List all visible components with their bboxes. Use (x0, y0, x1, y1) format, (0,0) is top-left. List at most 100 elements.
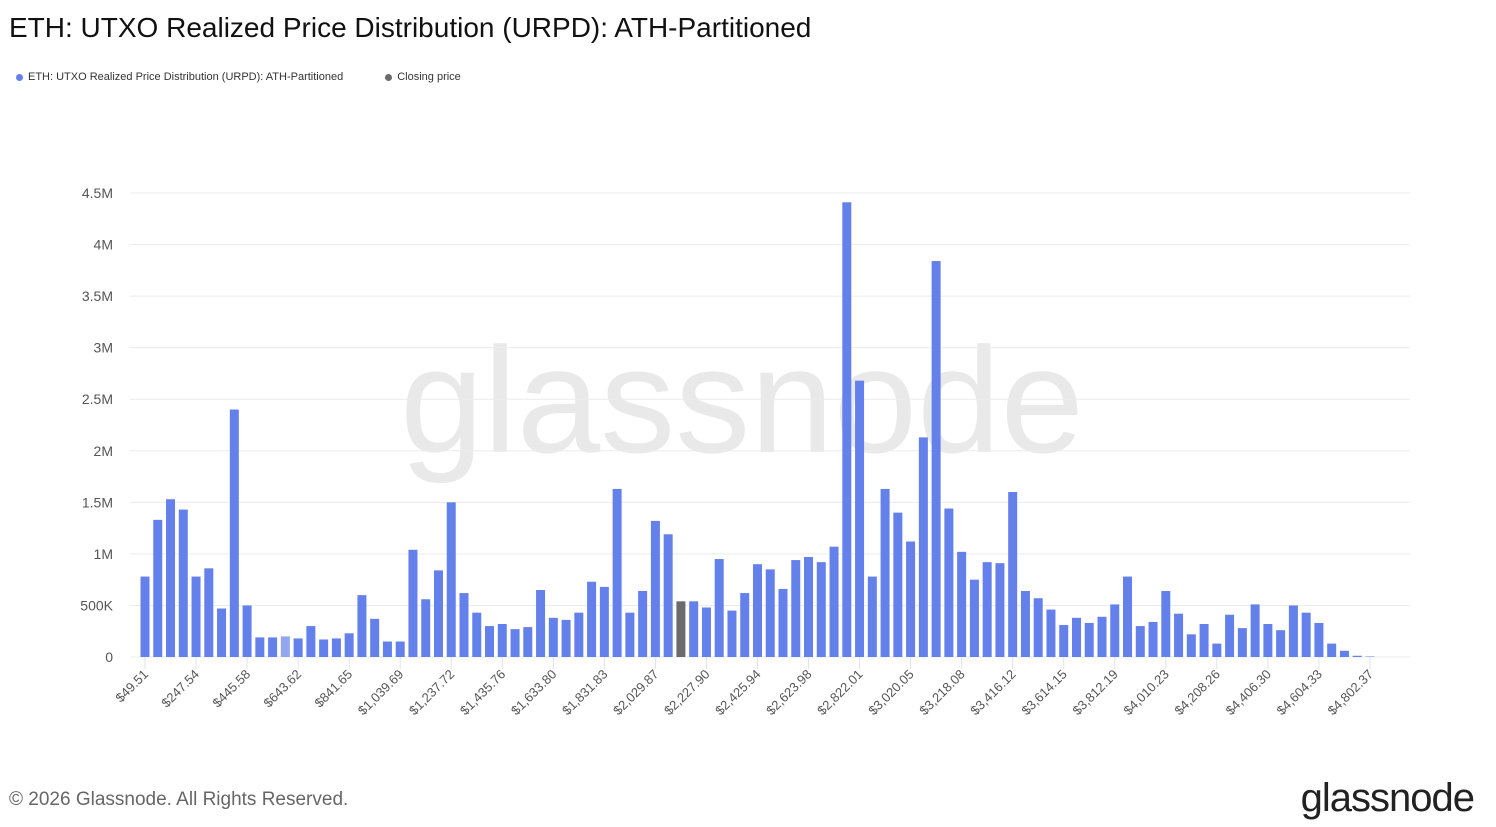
bar[interactable] (804, 556, 814, 657)
bar[interactable] (778, 588, 788, 657)
bar[interactable] (625, 612, 635, 657)
bar[interactable] (1186, 634, 1196, 657)
bar[interactable] (268, 637, 278, 657)
bar[interactable] (1339, 650, 1349, 657)
bar[interactable] (1327, 643, 1337, 657)
bar[interactable] (1046, 609, 1056, 657)
bar[interactable] (663, 534, 673, 657)
bar[interactable] (714, 559, 724, 657)
bar[interactable] (242, 605, 252, 657)
bar[interactable] (650, 520, 660, 657)
closing-price-bar[interactable] (676, 601, 686, 657)
bar[interactable] (701, 607, 711, 657)
bar[interactable] (1033, 598, 1043, 657)
bar[interactable] (816, 562, 826, 657)
bar[interactable] (510, 629, 520, 657)
bar[interactable] (855, 380, 865, 657)
bar[interactable] (587, 581, 597, 657)
bar[interactable] (740, 593, 750, 657)
bar[interactable] (561, 619, 571, 657)
legend-item-closing-price[interactable]: Closing price (385, 71, 461, 83)
bar[interactable] (1301, 612, 1311, 657)
bar[interactable] (319, 639, 329, 657)
bar[interactable] (893, 512, 903, 657)
bar[interactable] (382, 641, 392, 657)
bar[interactable] (574, 612, 584, 657)
bar[interactable] (395, 641, 405, 657)
copyright: © 2026 Glassnode. All Rights Reserved. (9, 789, 349, 810)
bar[interactable] (1148, 621, 1158, 657)
bar[interactable] (1314, 622, 1324, 657)
bar[interactable] (1352, 655, 1362, 657)
bar[interactable] (421, 599, 431, 657)
bar[interactable] (1199, 624, 1209, 657)
bar[interactable] (829, 546, 839, 657)
bar[interactable] (370, 618, 380, 657)
bar[interactable] (1250, 604, 1260, 657)
bar[interactable] (293, 638, 303, 657)
bar[interactable] (1008, 492, 1018, 657)
bar[interactable] (1263, 624, 1273, 657)
bar[interactable] (344, 633, 354, 657)
bar[interactable] (1225, 614, 1235, 657)
bar[interactable] (1161, 591, 1171, 657)
bar[interactable] (191, 576, 201, 657)
bar[interactable] (204, 568, 214, 657)
bar[interactable] (1020, 591, 1030, 657)
bar[interactable] (880, 488, 890, 657)
bar[interactable] (1288, 605, 1298, 657)
bar[interactable] (166, 499, 176, 657)
bar[interactable] (408, 549, 418, 657)
bar[interactable] (957, 551, 967, 657)
bar[interactable] (612, 488, 622, 657)
bar[interactable] (752, 564, 762, 657)
bar[interactable] (1135, 626, 1145, 657)
bar[interactable] (1084, 622, 1094, 657)
bar[interactable] (969, 579, 979, 657)
bar[interactable] (446, 502, 456, 657)
bar[interactable] (548, 617, 558, 657)
bar[interactable] (727, 610, 737, 657)
bar[interactable] (599, 586, 609, 657)
bar[interactable] (433, 570, 443, 657)
bar[interactable] (1237, 628, 1247, 657)
bar[interactable] (689, 601, 699, 657)
bar[interactable] (931, 261, 941, 657)
bar[interactable] (459, 593, 469, 657)
bar[interactable] (638, 591, 648, 657)
legend-item-urpd[interactable]: ETH: UTXO Realized Price Distribution (U… (16, 71, 343, 83)
bar[interactable] (1110, 604, 1120, 657)
bar[interactable] (280, 636, 290, 657)
bar[interactable] (178, 509, 188, 657)
bar[interactable] (331, 638, 341, 657)
bar[interactable] (485, 626, 495, 657)
bar[interactable] (153, 519, 163, 657)
bar[interactable] (1071, 617, 1081, 657)
bar[interactable] (1212, 643, 1222, 657)
bar[interactable] (1365, 656, 1375, 657)
bar[interactable] (1123, 576, 1133, 657)
bar[interactable] (255, 637, 265, 657)
bar[interactable] (791, 560, 801, 657)
bar[interactable] (306, 626, 316, 657)
bar[interactable] (229, 409, 239, 657)
bar[interactable] (995, 563, 1005, 657)
bar[interactable] (918, 437, 928, 657)
bar[interactable] (1174, 613, 1184, 657)
bar[interactable] (842, 202, 852, 657)
bar[interactable] (357, 595, 367, 657)
bar[interactable] (472, 612, 482, 657)
bar[interactable] (867, 576, 877, 657)
bar[interactable] (982, 562, 992, 657)
bar[interactable] (1097, 616, 1107, 657)
bar[interactable] (1059, 625, 1069, 657)
bar[interactable] (765, 569, 775, 657)
bar[interactable] (906, 541, 916, 657)
bar[interactable] (536, 589, 546, 657)
bar[interactable] (140, 576, 150, 657)
bar[interactable] (1276, 630, 1286, 657)
bar[interactable] (497, 624, 507, 657)
bar[interactable] (944, 508, 954, 657)
bar[interactable] (217, 608, 227, 657)
bar[interactable] (523, 627, 533, 657)
